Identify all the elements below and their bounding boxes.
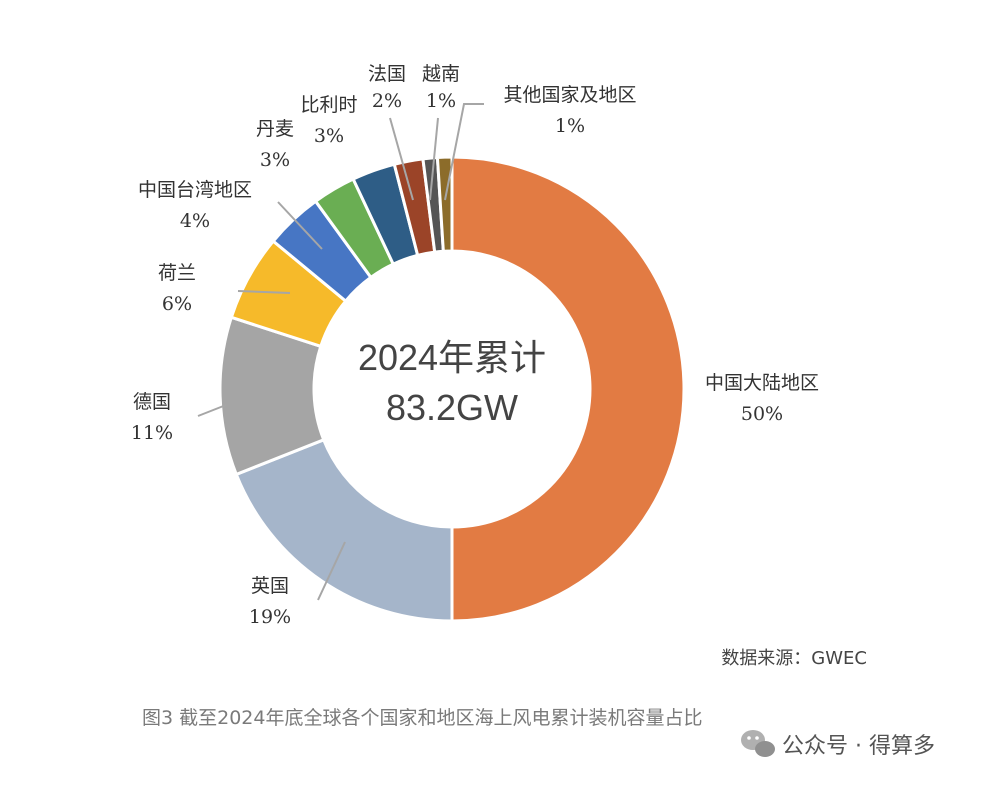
leader-line-越南	[429, 117, 439, 201]
slice-英国	[234, 437, 454, 623]
slice-name-label: 德国	[133, 391, 171, 413]
center-total-label: 2024年累计	[358, 337, 546, 378]
center-total-value: 83.2GW	[386, 387, 518, 428]
slice-labels: 中国大陆地区 50% 英国 19% 德国 11% 荷兰 6% 中国台湾地区 4% 丹麦 3% 比利时 3%…	[131, 63, 819, 628]
slice-name-label: 其他国家及地区	[503, 84, 636, 106]
slice-name-label: 越南	[422, 63, 460, 85]
slice-name-label: 中国台湾地区	[138, 179, 252, 201]
watermark-text: 公众号 · 得算多	[782, 734, 935, 759]
slice-name-label: 法国	[368, 63, 406, 85]
figure-caption: 图3 截至2024年底全球各个国家和地区海上风电累计装机容量占比	[142, 707, 702, 729]
slice-percent-label: 1%	[426, 90, 456, 112]
leader-line-英国	[317, 541, 346, 601]
slice-percent-label: 3%	[314, 125, 344, 147]
slice-name-label: 中国大陆地区	[705, 372, 819, 394]
slice-中国大陆地区	[450, 155, 686, 623]
slice-percent-label: 1%	[555, 115, 585, 137]
slice-percent-label: 6%	[162, 293, 192, 315]
leader-line-法国	[389, 117, 414, 201]
slice-percent-label: 3%	[260, 149, 290, 171]
leader-line-德国	[197, 404, 227, 417]
slice-name-label: 荷兰	[158, 262, 196, 284]
source-note: 数据来源：GWEC	[721, 648, 867, 669]
slice-name-label: 比利时	[300, 94, 357, 116]
slice-name-label: 丹麦	[256, 118, 294, 140]
slice-percent-label: 11%	[131, 422, 173, 444]
donut-slices	[218, 155, 686, 623]
leader-line-中国台湾地区	[277, 201, 323, 250]
leader-line-其他国家及地区	[444, 103, 484, 201]
slice-percent-label: 2%	[372, 90, 402, 112]
slice-percent-label: 50%	[741, 403, 783, 425]
slice-percent-label: 4%	[180, 210, 210, 232]
slice-percent-label: 19%	[249, 606, 291, 628]
leader-lines	[197, 103, 484, 601]
watermark: 公众号 · 得算多	[741, 730, 935, 759]
leader-line-荷兰	[237, 290, 291, 294]
slice-name-label: 英国	[251, 575, 289, 597]
wechat-icon	[741, 730, 775, 757]
